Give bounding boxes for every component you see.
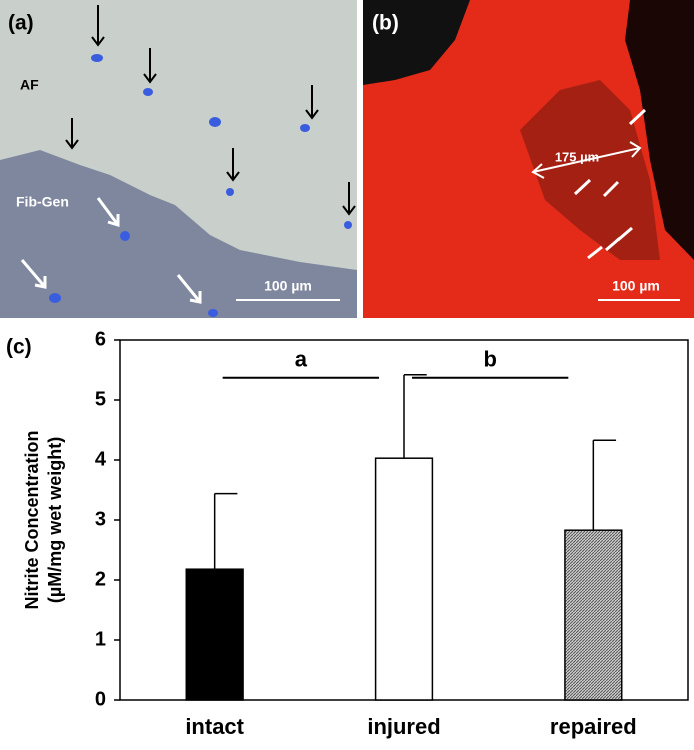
nuclei [49, 54, 352, 317]
scale-bar-label: 100 µm [612, 278, 660, 294]
y-tick-label: 2 [95, 568, 106, 590]
measure-arrow [531, 141, 642, 179]
significance-label: a [295, 347, 308, 372]
panel-label: (b) [372, 12, 399, 35]
tissue-region [520, 80, 660, 260]
fib-gen-region [0, 150, 357, 318]
region-label: AF [20, 77, 39, 93]
white-arrows [20, 197, 202, 304]
scale-bar-label: 100 µm [264, 278, 312, 294]
y-tick-label: 4 [95, 448, 107, 470]
y-tick-label: 6 [95, 328, 106, 350]
bar [374, 457, 434, 701]
panel-a: (a) AF Fib-Gen 100 µm [0, 0, 357, 318]
bar [564, 529, 623, 701]
panel-label: (c) [6, 336, 32, 359]
y-axis-label: (µM/mg wet weight) [45, 437, 65, 603]
y-tick-label: 5 [95, 388, 106, 410]
dark-region [363, 0, 470, 85]
x-tick-label: repaired [550, 714, 637, 739]
panel-label: (a) [8, 12, 34, 35]
region-label: Fib-Gen [16, 194, 69, 210]
dark-region [625, 0, 694, 260]
y-tick-label: 3 [95, 508, 106, 530]
y-tick-label: 1 [95, 628, 106, 650]
panel-b: (b) 175 µm 100 µm [363, 0, 694, 318]
bar [185, 568, 244, 701]
significance-label: b [483, 347, 496, 372]
y-tick-label: 0 [95, 688, 106, 710]
arrows [65, 5, 356, 216]
y-axis-label: Nitrite Concentration [22, 430, 42, 609]
x-tick-label: injured [367, 714, 440, 739]
measure-label: 175 µm [555, 149, 599, 164]
x-tick-label: intact [185, 714, 244, 739]
white-arrows [573, 108, 647, 260]
